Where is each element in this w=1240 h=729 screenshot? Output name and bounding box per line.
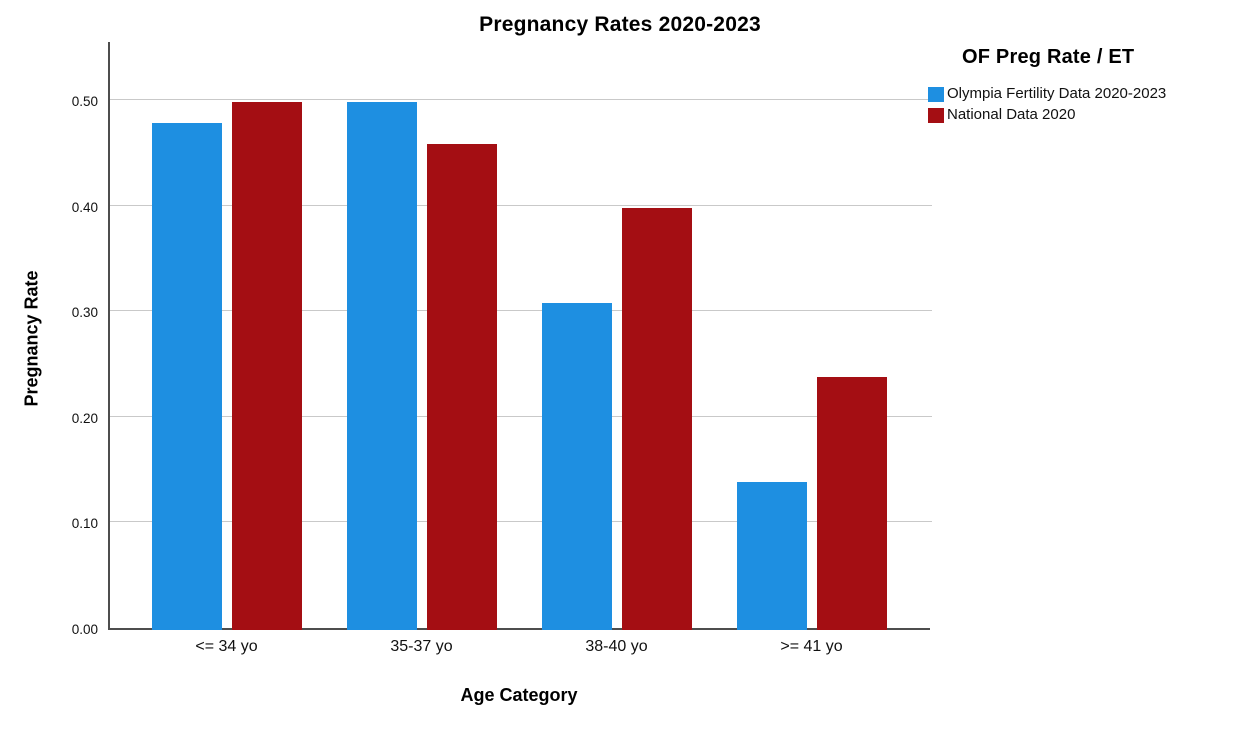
x-axis-label: Age Category bbox=[460, 685, 578, 705]
bar bbox=[151, 123, 222, 630]
bar bbox=[231, 102, 302, 630]
gridline-0.50 bbox=[110, 99, 932, 101]
x-tick-label-4: >= 41 yo bbox=[780, 638, 843, 655]
legend-item: Olympia Fertility Data 2020-2023 bbox=[928, 85, 1228, 104]
x-tick-label-2: 35-37 yo bbox=[390, 638, 453, 655]
gridline-0.10 bbox=[110, 521, 932, 523]
x-tick-label-1: <= 34 yo bbox=[195, 638, 258, 655]
legend-swatch-icon bbox=[928, 87, 944, 102]
gridline-0.20 bbox=[110, 415, 932, 417]
y-tick-label-0.20: 0.20 bbox=[71, 410, 98, 426]
y-tick-label-0.50: 0.50 bbox=[71, 94, 98, 110]
x-tick-label-3: 38-40 yo bbox=[585, 638, 648, 655]
legend-label: Olympia Fertility Data 2020-2023 bbox=[947, 85, 1167, 102]
legend-label: National Data 2020 bbox=[947, 105, 1076, 123]
y-tick-label-0.00: 0.00 bbox=[71, 622, 98, 637]
y-tick-label-0.10: 0.10 bbox=[71, 516, 98, 532]
y-tick-label-0.30: 0.30 bbox=[71, 305, 98, 321]
legend-swatch-icon bbox=[928, 107, 944, 123]
legend: OF Preg Rate / ET Olympia Fertility Data… bbox=[928, 46, 1228, 127]
plot-area bbox=[108, 42, 932, 630]
chart-title: Pregnancy Rates 2020-2023 bbox=[479, 13, 761, 36]
bar-group-4 bbox=[714, 42, 909, 630]
bar-group-1 bbox=[129, 42, 324, 630]
legend-item: National Data 2020 bbox=[928, 106, 1228, 125]
bar bbox=[346, 102, 417, 630]
bar bbox=[541, 302, 612, 630]
legend-items: Olympia Fertility Data 2020-2023 National… bbox=[928, 85, 1228, 125]
bar-group-3 bbox=[519, 42, 714, 630]
gridline-0.30 bbox=[110, 310, 932, 312]
y-axis-label: Pregnancy Rate bbox=[21, 270, 42, 407]
bar bbox=[736, 482, 807, 630]
bar bbox=[621, 207, 692, 630]
y-tick-label-0.40: 0.40 bbox=[71, 199, 98, 215]
bar-group-2 bbox=[324, 42, 519, 630]
bar-groups bbox=[108, 42, 930, 630]
bar bbox=[816, 376, 887, 630]
x-axis-tick-labels: <= 34 yo 35-37 yo 38-40 yo >= 41 yo bbox=[108, 638, 930, 656]
legend-title: OF Preg Rate / ET bbox=[962, 46, 1135, 68]
gridline-0.40 bbox=[110, 204, 932, 206]
bar bbox=[426, 144, 497, 630]
